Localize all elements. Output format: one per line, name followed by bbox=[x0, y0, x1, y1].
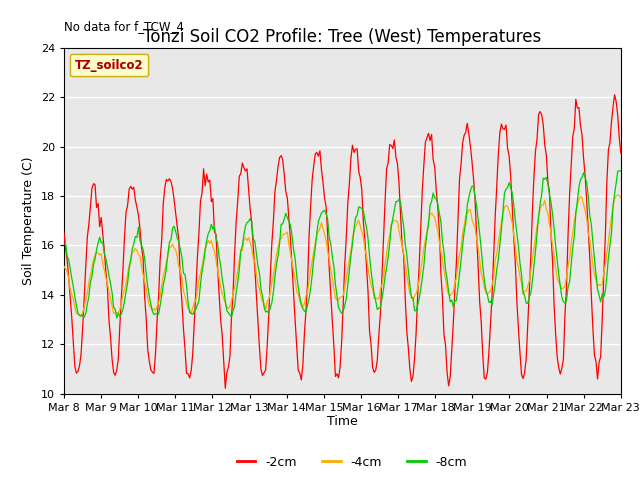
-2cm bbox=[305, 233, 313, 239]
-4cm bbox=[614, 192, 621, 198]
Title: Tonzi Soil CO2 Profile: Tree (West) Temperatures: Tonzi Soil CO2 Profile: Tree (West) Temp… bbox=[143, 28, 541, 47]
-8cm bbox=[228, 314, 236, 320]
-8cm bbox=[113, 315, 120, 321]
-8cm bbox=[616, 168, 623, 174]
-2cm bbox=[611, 92, 618, 97]
Line: -4cm: -4cm bbox=[64, 195, 621, 315]
-2cm bbox=[255, 344, 263, 350]
-8cm bbox=[305, 296, 313, 302]
-4cm bbox=[60, 264, 68, 269]
-2cm bbox=[228, 313, 236, 319]
-4cm bbox=[305, 277, 313, 283]
-8cm bbox=[617, 168, 625, 174]
-8cm bbox=[246, 216, 254, 221]
-8cm bbox=[588, 222, 595, 228]
-8cm bbox=[255, 270, 263, 276]
-2cm bbox=[588, 293, 595, 299]
-4cm bbox=[76, 312, 83, 318]
Legend: -2cm, -4cm, -8cm: -2cm, -4cm, -8cm bbox=[232, 451, 472, 474]
X-axis label: Time: Time bbox=[327, 415, 358, 429]
Text: No data for f_TCW_4: No data for f_TCW_4 bbox=[64, 20, 184, 33]
-4cm bbox=[255, 286, 263, 291]
Legend: TZ_soilco2: TZ_soilco2 bbox=[70, 54, 148, 76]
-2cm bbox=[617, 150, 625, 156]
-4cm bbox=[246, 240, 254, 245]
-8cm bbox=[60, 241, 68, 247]
-4cm bbox=[130, 249, 138, 255]
-2cm bbox=[221, 385, 229, 391]
-2cm bbox=[60, 230, 68, 236]
-4cm bbox=[588, 250, 595, 255]
-2cm bbox=[129, 186, 136, 192]
Line: -8cm: -8cm bbox=[64, 171, 621, 318]
-4cm bbox=[228, 298, 236, 303]
-8cm bbox=[130, 241, 138, 247]
Line: -2cm: -2cm bbox=[64, 95, 621, 388]
-2cm bbox=[246, 206, 254, 212]
Y-axis label: Soil Temperature (C): Soil Temperature (C) bbox=[22, 156, 35, 285]
-4cm bbox=[617, 195, 625, 201]
